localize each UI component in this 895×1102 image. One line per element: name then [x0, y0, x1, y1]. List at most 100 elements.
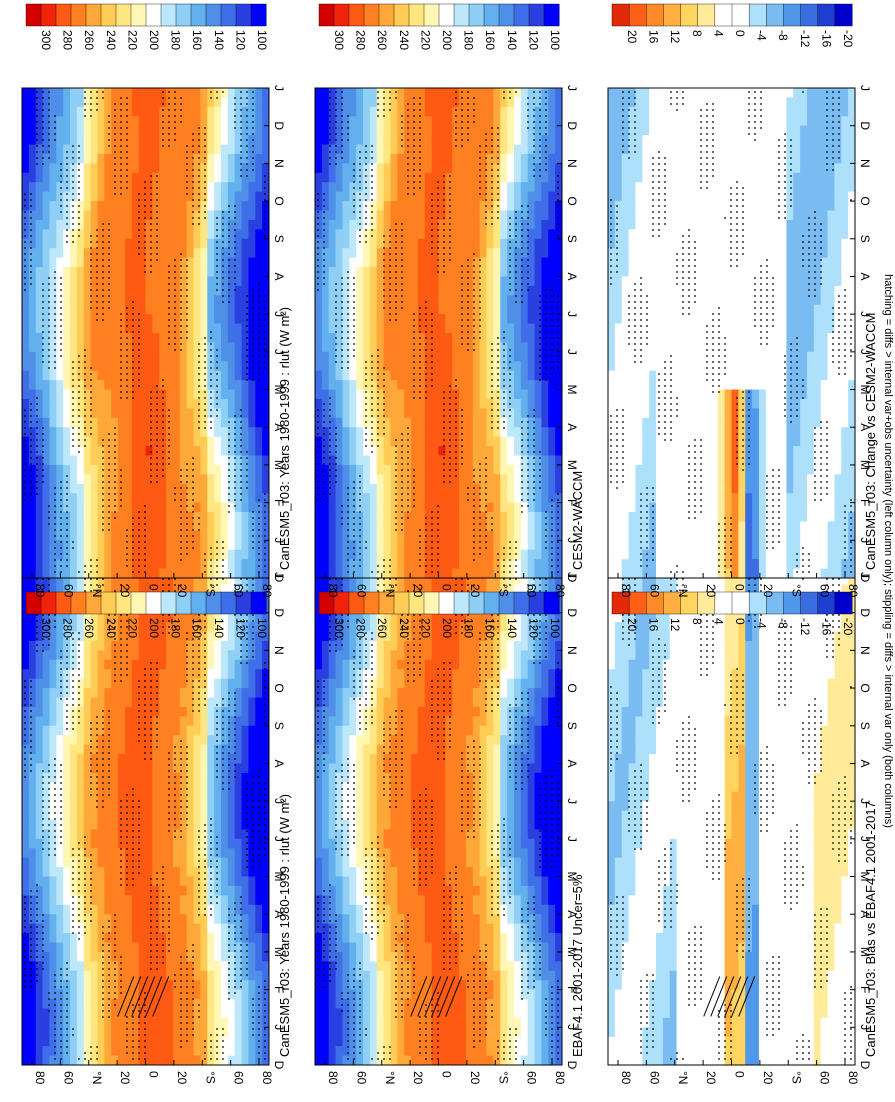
heatmap-cell: [22, 970, 30, 981]
heatmap-cell: [241, 238, 249, 249]
heatmap-cell: [49, 867, 57, 877]
heatmap-cell: [152, 669, 160, 680]
heatmap-cell: [166, 772, 174, 783]
heatmap-cell: [35, 961, 43, 972]
stipple-dot: [144, 1034, 146, 1036]
stipple-dot: [174, 806, 176, 808]
stipple-dot: [132, 854, 134, 856]
heatmap-cell: [90, 144, 98, 155]
heatmap-cell: [90, 669, 98, 680]
stipple-dot: [180, 1016, 182, 1018]
stipple-dot: [90, 782, 92, 784]
heatmap-cell: [104, 923, 112, 934]
heatmap-cell: [56, 427, 64, 438]
heatmap-cell: [22, 989, 30, 1000]
heatmap-cell: [172, 333, 181, 343]
heatmap-cell: [186, 1017, 194, 1028]
stipple-dot: [204, 854, 206, 856]
heatmap-cell: [49, 361, 57, 372]
heatmap-cell: [248, 380, 256, 390]
heatmap-cell: [35, 933, 43, 943]
stipple-dot: [264, 668, 266, 670]
heatmap-cell: [241, 989, 249, 1000]
stipple-dot: [198, 884, 200, 886]
heatmap-cell: [83, 1008, 92, 1019]
stipple-dot: [210, 1052, 212, 1054]
stipple-dot: [120, 812, 122, 814]
heatmap-cell: [159, 697, 167, 708]
heatmap-cell: [118, 612, 126, 623]
heatmap-cell: [166, 933, 174, 943]
heatmap-cell: [28, 417, 37, 428]
heatmap-cell: [234, 238, 242, 249]
heatmap-cell: [248, 999, 256, 1009]
heatmap-cell: [111, 744, 119, 755]
stipple-dot: [240, 626, 242, 628]
heatmap-cell: [145, 1008, 153, 1019]
heatmap-cell: [241, 848, 249, 859]
heatmap-cell: [138, 427, 146, 438]
stipple-dot: [48, 788, 50, 790]
stipple-dot: [132, 1016, 134, 1018]
stipple-dot: [84, 884, 86, 886]
heatmap-cell: [220, 417, 229, 428]
heatmap-cell: [104, 961, 112, 972]
heatmap-cell: [118, 782, 126, 793]
heatmap-cell: [22, 999, 30, 1009]
heatmap-cell: [49, 970, 57, 981]
stipple-dot: [246, 782, 248, 784]
stipple-dot: [78, 938, 80, 940]
heatmap-cell: [220, 772, 229, 783]
heatmap-cell: [138, 575, 146, 585]
heatmap-cell: [124, 951, 133, 962]
stipple-dot: [234, 956, 236, 958]
stipple-dot: [96, 734, 98, 736]
stipple-dot: [240, 656, 242, 658]
heatmap-cell: [166, 106, 174, 117]
heatmap-cell: [193, 820, 201, 830]
stipple-dot: [252, 800, 254, 802]
heatmap-cell: [241, 820, 249, 830]
stipple-dot: [156, 674, 158, 676]
heatmap-cell: [193, 1036, 201, 1047]
stipple-dot: [174, 746, 176, 748]
heatmap-cell: [90, 999, 98, 1009]
heatmap-cell: [145, 820, 153, 830]
heatmap-cell: [145, 584, 153, 595]
stipple-dot: [102, 980, 104, 982]
heatmap-cell: [104, 810, 112, 821]
heatmap-cell: [63, 754, 71, 764]
stipple-dot: [84, 896, 86, 898]
heatmap-cell: [104, 914, 112, 925]
heatmap-cell: [138, 754, 146, 764]
heatmap-cell: [262, 163, 270, 174]
heatmap-cell: [118, 408, 126, 419]
heatmap-cell: [186, 989, 194, 1000]
stipple-dot: [252, 614, 254, 616]
heatmap-cell: [234, 521, 242, 532]
stipple-dot: [108, 1004, 110, 1006]
heatmap-cell: [220, 904, 229, 915]
heatmap-cell: [70, 267, 78, 277]
heatmap-cell: [138, 612, 146, 623]
stipple-dot: [204, 872, 206, 874]
heatmap-cell: [90, 370, 98, 381]
stipple-dot: [30, 680, 32, 682]
heatmap-cell: [220, 575, 229, 585]
stipple-dot: [204, 1058, 206, 1060]
stipple-dot: [138, 698, 140, 700]
stipple-dot: [210, 1034, 212, 1036]
heatmap-cell: [179, 417, 188, 428]
heatmap-cell: [49, 716, 57, 727]
heatmap-cell: [234, 697, 242, 708]
heatmap-cell: [118, 810, 126, 821]
heatmap-cell: [90, 640, 98, 651]
heatmap-cell: [262, 763, 270, 774]
stipple-dot: [174, 758, 176, 760]
heatmap-cell: [255, 885, 263, 896]
heatmap-cell: [22, 622, 30, 632]
heatmap-cell: [83, 885, 92, 896]
heatmap-cell: [131, 1027, 140, 1038]
stipple-dot: [264, 710, 266, 712]
heatmap-cell: [138, 763, 146, 774]
